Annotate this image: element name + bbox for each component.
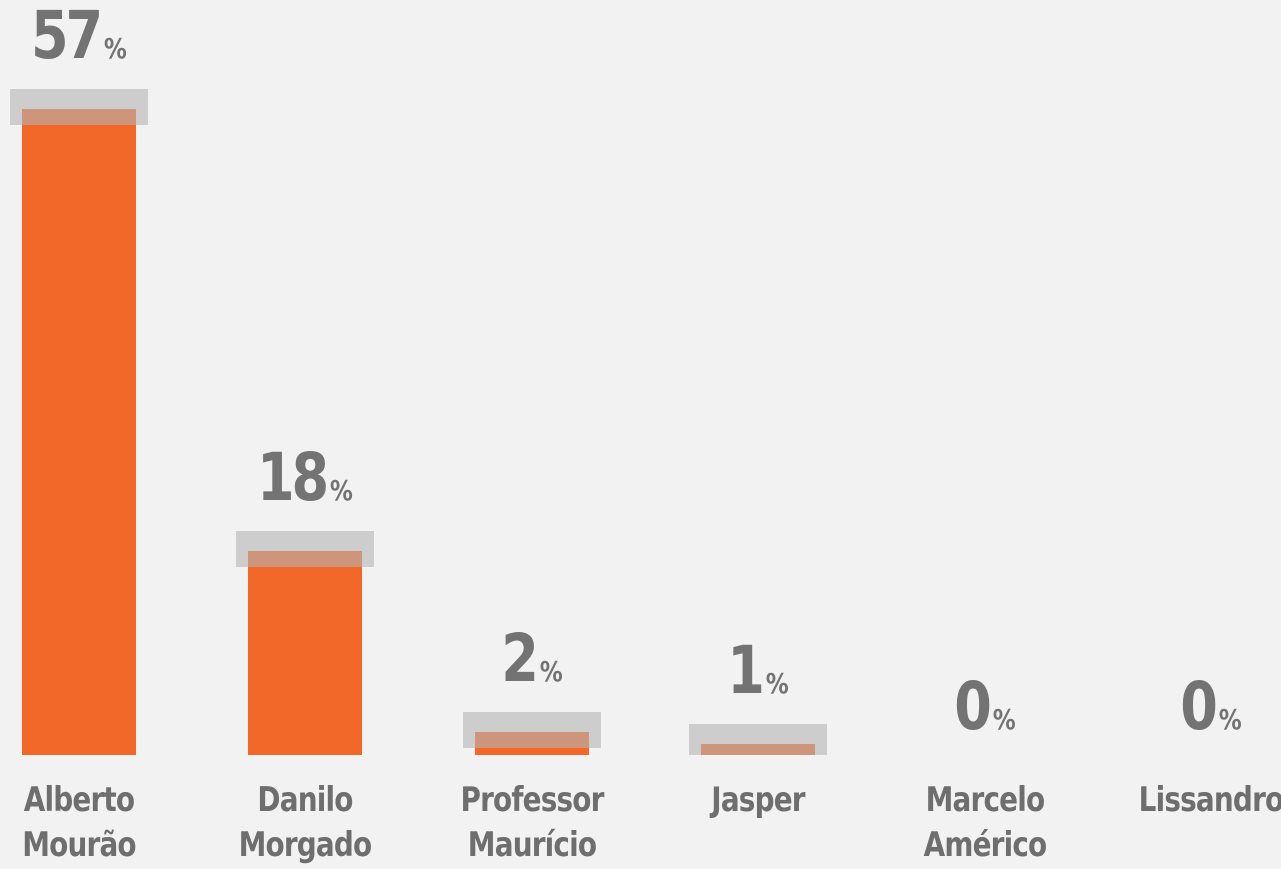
category-label: Professor Maurício xyxy=(460,780,604,865)
category-label: Alberto Mourão xyxy=(22,780,136,865)
bar xyxy=(22,109,136,755)
bar-highlight xyxy=(689,723,828,755)
bar-highlight xyxy=(10,89,148,125)
value-label: 57% xyxy=(31,0,127,74)
bar xyxy=(248,551,363,755)
value-label: 2% xyxy=(501,620,563,698)
value-label: 0% xyxy=(1180,668,1242,745)
category-label: Danilo Morgado xyxy=(238,780,373,865)
category-label: Marcelo Américo xyxy=(923,780,1047,865)
value-label: 1% xyxy=(727,631,789,709)
bar-highlight xyxy=(236,531,375,567)
value-label: 18% xyxy=(257,439,354,516)
bar-highlight xyxy=(462,712,601,749)
category-label: Jasper xyxy=(711,780,805,820)
category-label: Lissandro xyxy=(1138,780,1281,820)
value-label: 0% xyxy=(953,668,1016,745)
